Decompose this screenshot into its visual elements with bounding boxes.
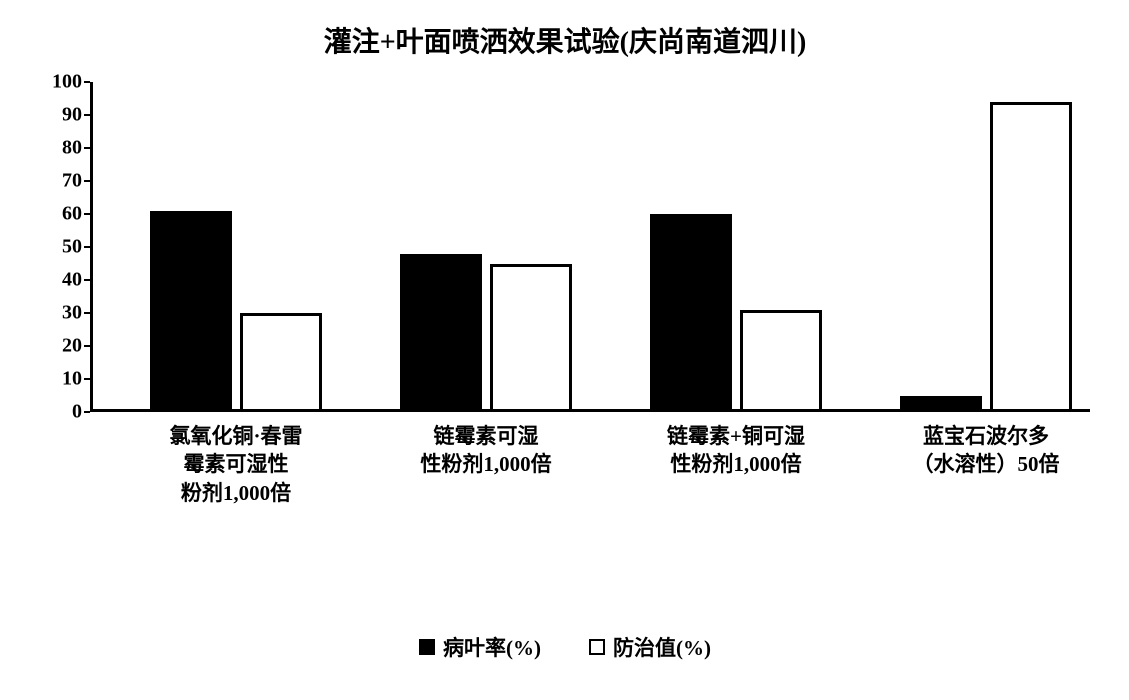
x-axis-line <box>90 409 1090 412</box>
y-axis: 0102030405060708090100 <box>30 82 90 412</box>
legend-label: 防治值(%) <box>613 632 711 662</box>
plot-area-wrapper: 0102030405060708090100 <box>30 82 1090 412</box>
legend: 病叶率(%) 防治值(%) <box>30 632 1100 662</box>
y-tick-label: 80 <box>30 137 82 160</box>
chart-title: 灌注+叶面喷洒效果试验(庆尚南道泗川) <box>30 20 1100 60</box>
y-tick-label: 30 <box>30 302 82 325</box>
y-tick-label: 60 <box>30 203 82 226</box>
y-axis-line <box>90 82 93 412</box>
bar-series1 <box>150 211 232 412</box>
bar-series2 <box>740 310 822 412</box>
bar-series1 <box>400 254 482 412</box>
y-tick-label: 40 <box>30 269 82 292</box>
y-tick-label: 50 <box>30 236 82 259</box>
chart-container: 灌注+叶面喷洒效果试验(庆尚南道泗川) 0 10 20 30 40 50 60 70 80 90 1… <box>30 20 1100 680</box>
y-tick-label: 10 <box>30 368 82 391</box>
y-tick-label: 20 <box>30 335 82 358</box>
bar-series2 <box>990 102 1072 412</box>
bar-series2 <box>240 313 322 412</box>
y-tick-label: 90 <box>30 104 82 127</box>
bar-series2 <box>490 264 572 413</box>
legend-swatch-solid <box>419 639 435 655</box>
legend-item: 病叶率(%) <box>419 632 541 662</box>
y-tick-label: 100 <box>30 71 82 94</box>
legend-swatch-hollow <box>589 639 605 655</box>
x-category-label: 蓝宝石波尔多（水溶性）50倍 <box>876 422 1096 479</box>
plot-area <box>90 82 1090 412</box>
x-category-label: 链霉素+铜可湿性粉剂1,000倍 <box>626 422 846 479</box>
x-category-label: 氯氧化铜·春雷霉素可湿性粉剂1,000倍 <box>126 422 346 507</box>
y-tick-label: 0 <box>30 401 82 424</box>
x-axis-labels: 氯氧化铜·春雷霉素可湿性粉剂1,000倍链霉素可湿性粉剂1,000倍链霉素+铜可… <box>90 422 1100 522</box>
legend-label: 病叶率(%) <box>443 632 541 662</box>
bar-series1 <box>650 214 732 412</box>
x-category-label: 链霉素可湿性粉剂1,000倍 <box>376 422 596 479</box>
y-tick-label: 70 <box>30 170 82 193</box>
legend-item: 防治值(%) <box>589 632 711 662</box>
